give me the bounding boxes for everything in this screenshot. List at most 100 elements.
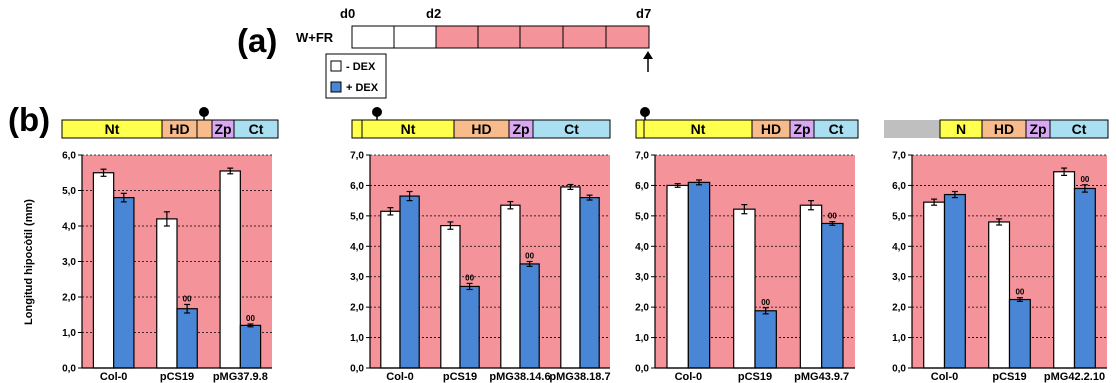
bar-minus-dex xyxy=(923,201,946,369)
x-tick-label: Col-0 xyxy=(386,371,414,383)
chart-1: 0,0 1,0 2,0 3,0 4,0 5,0 6,0 Col-0 00 pCS19 00 pMG37… xyxy=(62,151,272,383)
significance-mark: 00 xyxy=(761,298,770,307)
bar-plus-dex xyxy=(1073,187,1096,369)
domain-label-ct: Ct xyxy=(1072,121,1087,137)
x-tick-label: pMG37.9.8 xyxy=(213,371,268,383)
y-tick-label: 6,0 xyxy=(892,181,906,192)
bar-minus-dex xyxy=(988,221,1011,369)
y-tick-label: 2,0 xyxy=(62,293,76,304)
bar-minus-dex xyxy=(219,170,241,369)
y-tick-label: 2,0 xyxy=(350,303,364,314)
x-tick-label: pCS19 xyxy=(992,371,1026,383)
x-tick-label: pMG42.2.10 xyxy=(1044,371,1105,383)
legend-label-minus-dex: - DEX xyxy=(346,61,376,73)
domain-label-zp: Zp xyxy=(1029,121,1046,137)
x-tick-label: Col-0 xyxy=(100,371,128,383)
y-tick-label: 0,0 xyxy=(62,364,76,375)
construct-leader xyxy=(351,119,363,139)
day-label-d7: d7 xyxy=(636,6,651,21)
construct-leader xyxy=(635,119,645,139)
domain-label-n: N xyxy=(956,121,966,137)
x-tick-label: pMG43.9.7 xyxy=(794,371,849,383)
construct-hd-tail xyxy=(196,119,213,139)
y-tick-label: 5,0 xyxy=(350,211,364,222)
domain-label-ct: Ct xyxy=(249,121,264,137)
domain-label-nt: Nt xyxy=(691,121,706,137)
bar-minus-dex xyxy=(799,204,823,369)
significance-mark: 00 xyxy=(828,212,837,221)
chart-4: 0,0 1,0 2,0 3,0 4,0 5,0 6,0 7,0 Col-0 00 pCS19 00 pM… xyxy=(892,151,1107,383)
significance-mark: 00 xyxy=(525,252,534,261)
domain-label-hd: HD xyxy=(761,121,781,137)
domain-label-hd: HD xyxy=(471,121,491,137)
domain-label-zp: Zp xyxy=(512,121,529,137)
panel-a-label: (a) xyxy=(237,22,277,59)
x-tick-label: Col-0 xyxy=(675,371,703,383)
y-tick-label: 1,0 xyxy=(62,328,76,339)
y-tick-label: 5,0 xyxy=(635,211,649,222)
y-tick-label: 2,0 xyxy=(892,303,906,314)
condition-label: W+FR xyxy=(296,30,334,45)
significance-mark: 00 xyxy=(465,273,474,282)
bar-minus-dex xyxy=(666,184,689,369)
construct-diagram-1: Nt HD Zp Ct xyxy=(61,107,279,139)
bar-plus-dex xyxy=(943,193,966,369)
y-axis-label: Longitud hipocòtil (mm) xyxy=(23,199,35,325)
y-tick-label: 6,0 xyxy=(62,151,76,162)
y-tick-label: 1,0 xyxy=(350,333,364,344)
bar-minus-dex xyxy=(1053,171,1076,369)
y-tick-label: 4,0 xyxy=(635,242,649,253)
domain-ct xyxy=(1049,119,1109,139)
domain-label-ct: Ct xyxy=(564,121,579,137)
y-tick-label: 5,0 xyxy=(892,211,906,222)
y-tick-label: 1,0 xyxy=(892,333,906,344)
timeline: W+FR d0 d2 d7 - DEX + DEX xyxy=(296,6,653,99)
y-tick-label: 3,0 xyxy=(62,257,76,268)
marker-dot xyxy=(199,107,209,117)
construct-diagram-2: Nt HD Zp Ct xyxy=(351,107,611,139)
domain-label-nt: Nt xyxy=(401,121,416,137)
domain-label-zp: Zp xyxy=(214,121,231,137)
y-tick-label: 2,0 xyxy=(635,303,649,314)
marker-dot xyxy=(640,107,650,117)
significance-mark: 00 xyxy=(183,294,192,303)
construct-gray-region xyxy=(884,120,940,138)
panel-b-label: (b) xyxy=(8,101,50,138)
day-label-d0: d0 xyxy=(340,6,355,21)
domain-label-zp: Zp xyxy=(793,121,810,137)
bar-plus-dex xyxy=(519,263,540,369)
construct-diagram-3: Nt HD Zp Ct xyxy=(635,107,859,139)
y-tick-label: 3,0 xyxy=(350,272,364,283)
significance-mark: 00 xyxy=(1015,288,1024,297)
domain-label-ct: Ct xyxy=(829,121,844,137)
marker-dot xyxy=(372,107,382,117)
bar-plus-dex xyxy=(579,197,600,369)
timeline-light-period xyxy=(435,25,650,49)
y-tick-label: 4,0 xyxy=(62,222,76,233)
bar-plus-dex xyxy=(687,181,711,369)
bar-minus-dex xyxy=(380,210,401,369)
bar-plus-dex xyxy=(176,308,198,369)
bar-plus-dex xyxy=(754,310,777,369)
y-tick-label: 3,0 xyxy=(635,272,649,283)
domain-ct xyxy=(532,119,611,139)
legend-swatch-minus-dex xyxy=(330,60,342,72)
x-tick-label: pCS19 xyxy=(160,371,194,383)
y-tick-label: 1,0 xyxy=(635,333,649,344)
y-tick-label: 6,0 xyxy=(635,181,649,192)
domain-label-nt: Nt xyxy=(105,121,120,137)
bar-minus-dex xyxy=(733,208,756,369)
y-tick-label: 0,0 xyxy=(350,364,364,375)
bar-minus-dex xyxy=(560,186,581,369)
domain-ct xyxy=(233,119,279,139)
bar-minus-dex xyxy=(500,204,521,369)
bar-plus-dex xyxy=(459,285,480,369)
bar-plus-dex xyxy=(821,222,844,369)
y-tick-label: 4,0 xyxy=(892,242,906,253)
bar-plus-dex xyxy=(239,324,262,369)
bar-minus-dex xyxy=(440,224,461,369)
bar-minus-dex xyxy=(156,218,178,369)
bar-plus-dex xyxy=(113,197,135,369)
construct-diagram-4: N HD Zp Ct xyxy=(884,119,1109,139)
x-tick-label: Col-0 xyxy=(931,371,959,383)
